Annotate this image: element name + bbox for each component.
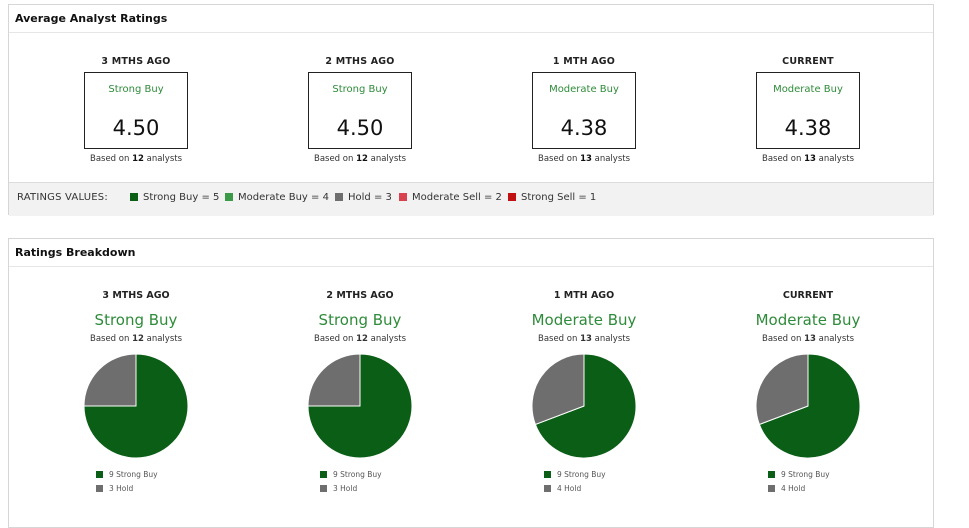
breakdown-column-current: CURRENT Moderate Buy Based on 13 analyst…	[696, 290, 920, 496]
pie-chart-svg	[531, 353, 637, 459]
pie-chart-svg	[307, 353, 413, 459]
pie-legend-strong-buy: 9 Strong Buy	[544, 468, 696, 482]
analyst-count: Based on 12 analysts	[313, 154, 407, 164]
pie-slice-hold	[307, 353, 361, 407]
analyst-count: Based on 12 analysts	[89, 154, 183, 164]
rating-label: Strong Buy	[108, 84, 164, 95]
period-label: 3 MTHS AGO	[101, 56, 171, 67]
legend-item-strong-buy: Strong Buy = 5	[130, 192, 219, 203]
pie-chart	[83, 353, 189, 459]
rating-box: Moderate Buy 4.38	[756, 72, 860, 149]
period-label: 2 MTHS AGO	[325, 56, 395, 67]
pie-legend: 9 Strong Buy 3 Hold	[24, 468, 248, 496]
ratings-values-legend: RATINGS VALUES: Strong Buy = 5 Moderate …	[9, 182, 933, 216]
swatch-hold	[320, 484, 327, 492]
swatch-hold	[96, 484, 103, 492]
pie-slice-strong-buy	[534, 353, 637, 459]
period-label: CURRENT	[782, 56, 834, 67]
pie-chart	[531, 353, 637, 459]
rating-label: Strong Buy	[332, 84, 388, 95]
period-label: CURRENT	[782, 290, 834, 301]
rating-label: Moderate Buy	[773, 84, 843, 95]
rating-box: Strong Buy 4.50	[84, 72, 188, 149]
rating-column-2-months-ago: 2 MTHS AGO Strong Buy 4.50 Based on 12 a…	[248, 56, 472, 164]
breakdown-column-1-month-ago: 1 MTH AGO Moderate Buy Based on 13 analy…	[472, 290, 696, 496]
pie-legend-strong-buy: 9 Strong Buy	[320, 468, 472, 482]
rating-column-1-month-ago: 1 MTH AGO Moderate Buy 4.38 Based on 13 …	[472, 56, 696, 164]
legend-item-moderate-sell: Moderate Sell = 2	[399, 192, 502, 203]
rating-box: Strong Buy 4.50	[308, 72, 412, 149]
analyst-count: Based on 12 analysts	[89, 334, 183, 344]
pie-slice-hold	[755, 353, 809, 426]
consensus-label: Moderate Buy	[531, 311, 637, 329]
ratings-breakdown-panel: Ratings Breakdown 3 MTHS AGO Strong Buy …	[8, 238, 934, 528]
pie-chart-svg	[83, 353, 189, 459]
pie-legend: 9 Strong Buy 4 Hold	[472, 468, 696, 496]
swatch-strong-buy	[96, 470, 103, 478]
period-label: 2 MTHS AGO	[326, 290, 394, 301]
rating-box: Moderate Buy 4.38	[532, 72, 636, 149]
period-label: 3 MTHS AGO	[102, 290, 170, 301]
pie-slice-hold	[83, 353, 137, 407]
pie-slice-strong-buy	[758, 353, 861, 459]
legend-item-moderate-buy: Moderate Buy = 4	[225, 192, 329, 203]
pie-legend-hold: 3 Hold	[96, 482, 248, 496]
pie-legend-strong-buy: 9 Strong Buy	[768, 468, 920, 482]
pie-chart-svg	[755, 353, 861, 459]
swatch-hold	[335, 192, 343, 201]
swatch-strong-sell	[508, 192, 516, 201]
analyst-count: Based on 13 analysts	[761, 154, 855, 164]
pie-legend-hold: 3 Hold	[320, 482, 472, 496]
swatch-moderate-buy	[225, 192, 233, 201]
swatch-strong-buy	[320, 470, 327, 478]
pie-legend-hold: 4 Hold	[544, 482, 696, 496]
consensus-label: Moderate Buy	[755, 311, 861, 329]
analyst-count: Based on 13 analysts	[761, 334, 855, 344]
pie-chart	[755, 353, 861, 459]
swatch-strong-buy	[544, 470, 551, 478]
breakdown-column-2-months-ago: 2 MTHS AGO Strong Buy Based on 12 analys…	[248, 290, 472, 496]
swatch-strong-buy	[768, 470, 775, 478]
average-ratings-title: Average Analyst Ratings	[15, 12, 168, 25]
average-ratings-panel: Average Analyst Ratings 3 MTHS AGO Stron…	[8, 4, 934, 216]
swatch-hold	[768, 484, 775, 492]
consensus-label: Strong Buy	[318, 311, 402, 329]
legend-title: RATINGS VALUES:	[17, 192, 108, 203]
analyst-count: Based on 12 analysts	[313, 334, 407, 344]
pie-legend: 9 Strong Buy 3 Hold	[248, 468, 472, 496]
analyst-count: Based on 13 analysts	[537, 154, 631, 164]
rating-column-current: CURRENT Moderate Buy 4.38 Based on 13 an…	[696, 56, 920, 164]
pie-slice-strong-buy	[307, 353, 413, 459]
legend-item-strong-sell: Strong Sell = 1	[508, 192, 596, 203]
pie-legend: 9 Strong Buy 4 Hold	[696, 468, 920, 496]
pie-legend-strong-buy: 9 Strong Buy	[96, 468, 248, 482]
divider	[9, 266, 933, 267]
consensus-label: Strong Buy	[94, 311, 178, 329]
rating-label: Moderate Buy	[549, 84, 619, 95]
rating-value: 4.38	[784, 116, 832, 140]
swatch-strong-buy	[130, 192, 138, 201]
swatch-moderate-sell	[399, 192, 407, 201]
ratings-breakdown-title: Ratings Breakdown	[15, 246, 136, 259]
pie-slice-hold	[531, 353, 585, 426]
rating-value: 4.50	[112, 116, 160, 140]
rating-value: 4.50	[336, 116, 384, 140]
pie-chart	[307, 353, 413, 459]
analyst-count: Based on 13 analysts	[537, 334, 631, 344]
legend-item-hold: Hold = 3	[335, 192, 392, 203]
divider	[9, 32, 933, 33]
breakdown-column-3-months-ago: 3 MTHS AGO Strong Buy Based on 12 analys…	[24, 290, 248, 496]
swatch-hold	[544, 484, 551, 492]
rating-column-3-months-ago: 3 MTHS AGO Strong Buy 4.50 Based on 12 a…	[24, 56, 248, 164]
rating-value: 4.38	[560, 116, 608, 140]
period-label: 1 MTH AGO	[552, 56, 616, 67]
period-label: 1 MTH AGO	[553, 290, 615, 301]
pie-legend-hold: 4 Hold	[768, 482, 920, 496]
pie-slice-strong-buy	[83, 353, 189, 459]
